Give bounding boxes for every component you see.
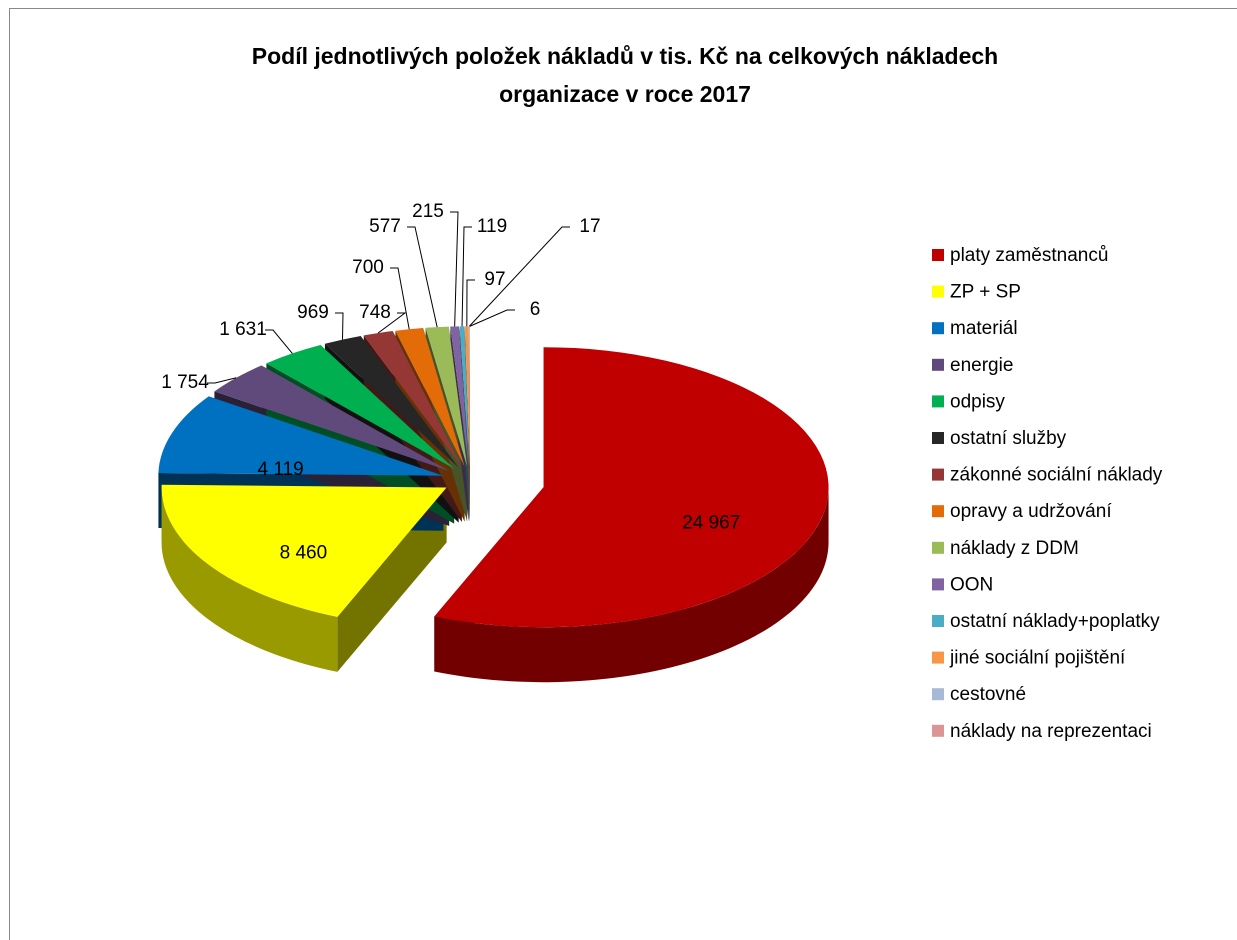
slice-tops xyxy=(158,326,829,628)
legend-swatch xyxy=(932,432,944,444)
legend-swatch xyxy=(932,322,944,335)
leader-line xyxy=(468,226,570,327)
leader-line xyxy=(335,312,344,340)
slice-side xyxy=(434,487,829,683)
slice xyxy=(363,331,462,467)
leader-line xyxy=(469,309,515,327)
legend-label: náklady z DDM xyxy=(950,538,1079,559)
leader-line xyxy=(377,312,407,334)
chart-title: organizace v roce 2017 xyxy=(499,81,751,107)
slice xyxy=(425,326,468,467)
data-label: 4 119 xyxy=(258,459,304,480)
legend-label: cestovné xyxy=(950,684,1026,705)
legend-label: OON xyxy=(950,574,993,595)
leader-line xyxy=(407,226,438,328)
slice xyxy=(214,365,450,471)
legend-swatch xyxy=(932,578,944,591)
data-label: 24 967 xyxy=(682,513,740,534)
legend-label: náklady na reprezentaci xyxy=(950,721,1152,742)
data-label: 577 xyxy=(369,216,401,237)
slice-side xyxy=(161,487,338,672)
legend-swatch xyxy=(932,688,944,701)
slice xyxy=(434,347,829,628)
slice xyxy=(459,326,470,467)
slice-side xyxy=(469,326,470,522)
data-label: 6 xyxy=(530,299,541,320)
legend-label: odpisy xyxy=(950,391,1005,412)
leader-line xyxy=(461,226,472,327)
legend-label: ZP + SP xyxy=(950,282,1021,303)
legend-label: zákonné sociální náklady xyxy=(950,465,1163,486)
legend-swatch xyxy=(932,468,944,481)
outer-walls xyxy=(161,487,829,683)
data-label: 969 xyxy=(297,302,329,323)
leader-line xyxy=(466,279,475,327)
legend-label: platy zaměstnanců xyxy=(950,245,1108,266)
slice xyxy=(469,326,470,467)
data-label: 748 xyxy=(359,302,391,323)
data-label: 1 754 xyxy=(161,372,209,393)
legend-swatch xyxy=(932,615,944,627)
data-label: 215 xyxy=(412,201,444,222)
legend-label: ostatní náklady+poplatky xyxy=(950,611,1160,632)
legend-swatch xyxy=(932,395,944,408)
legend-label: jiné sociální pojištění xyxy=(949,648,1126,669)
leader-line xyxy=(450,211,459,327)
slice xyxy=(158,396,444,476)
legend-label: materiál xyxy=(950,318,1018,339)
legend-swatch xyxy=(932,505,944,518)
data-label: 1 631 xyxy=(219,319,267,340)
slice xyxy=(450,326,469,467)
legend-label: opravy a udržování xyxy=(950,501,1112,522)
legend-swatch xyxy=(932,541,944,554)
slice xyxy=(324,335,459,468)
legend-swatch xyxy=(932,358,944,371)
legend-swatch xyxy=(932,249,944,261)
leader-line xyxy=(265,329,293,354)
leader-line xyxy=(207,377,237,384)
data-label: 8 460 xyxy=(280,542,328,563)
data-label: 700 xyxy=(352,257,384,278)
legend-swatch xyxy=(932,285,944,298)
leader-line xyxy=(390,267,410,330)
legend-label: ostatní služby xyxy=(950,428,1067,449)
data-label: 97 xyxy=(484,269,505,290)
legend-label: energie xyxy=(950,355,1013,376)
chart-title: Podíl jednotlivých položek nákladů v tis… xyxy=(252,43,998,69)
slice xyxy=(161,484,447,617)
slice xyxy=(395,327,465,467)
legend-swatch xyxy=(932,724,944,737)
slice xyxy=(266,345,455,469)
data-label: 119 xyxy=(477,216,507,237)
slice xyxy=(464,326,470,467)
data-label: 17 xyxy=(579,216,600,237)
legend-swatch xyxy=(932,651,944,664)
